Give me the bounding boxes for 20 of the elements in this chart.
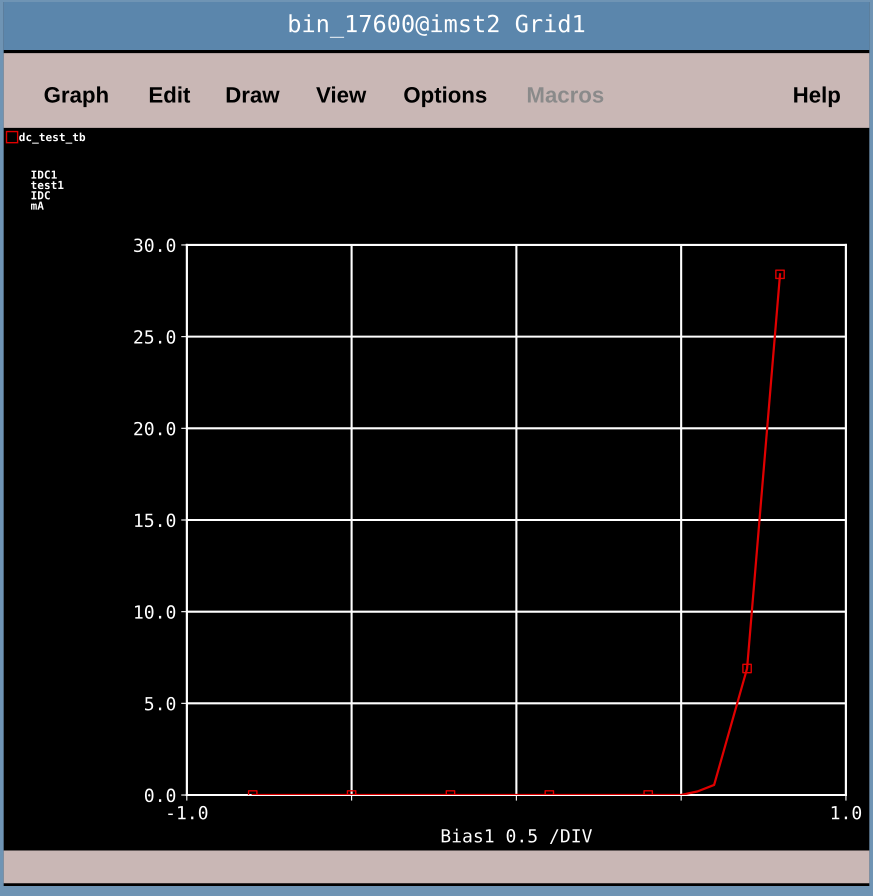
y-tick-label: 20.0 xyxy=(134,422,176,436)
text: IDC1 test1 IDC mA xyxy=(31,170,64,210)
y-tick-label: 25.0 xyxy=(134,330,176,344)
x-tick-label: -1.0 xyxy=(168,806,208,820)
text: Help xyxy=(794,86,840,108)
text: Macros xyxy=(528,87,604,103)
y-tick-label: 5.0 xyxy=(145,696,176,711)
text: View xyxy=(316,86,366,103)
x-tick-label: 1.0 xyxy=(832,806,862,820)
text: Draw xyxy=(226,87,280,103)
text: Edit xyxy=(150,86,190,103)
legend-label: dc_test_tb xyxy=(19,132,86,144)
y-tick-label: 10.0 xyxy=(135,605,176,619)
text: Graph xyxy=(44,86,108,108)
y-tick-label: 15.0 xyxy=(135,514,176,528)
x-axis-title: Bias1 0.5 /DIV xyxy=(442,828,592,844)
text: Options xyxy=(404,86,486,108)
y-tick-label: 30.0 xyxy=(134,238,176,252)
chart-title: bin_17600@imst2 Grid1 xyxy=(289,14,584,38)
y-tick-label: 0.0 xyxy=(144,788,176,802)
